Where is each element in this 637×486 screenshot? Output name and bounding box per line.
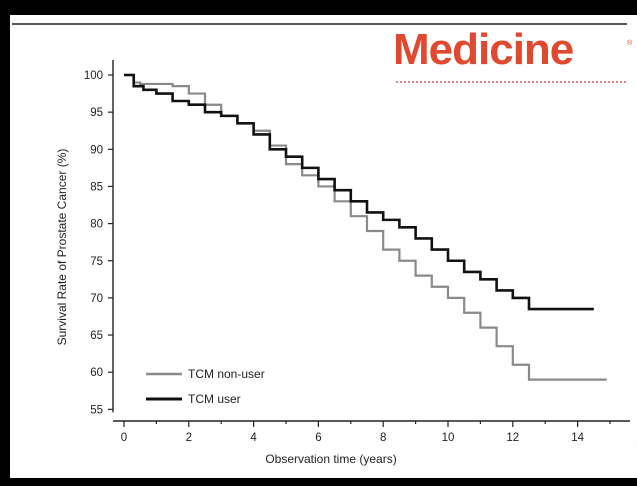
x-tick-label: 2 [186,432,192,444]
y-axis-title: Survival Rate of Prostate Cancer (%) [55,149,69,346]
header-rule [12,23,627,25]
y-tick-label: 95 [90,107,103,119]
x-tick-label: 4 [250,432,257,444]
figure-panel [10,15,637,478]
y-tick-label: 80 [90,219,103,231]
publisher-logo: Medicine [393,25,574,74]
series-line-tcm-non-user [124,73,607,381]
x-axis-title: Observation time (years) [265,452,396,466]
legend-item-tcm-non-user-label: TCM non-user [188,367,265,381]
x-tick-label: 12 [506,432,519,444]
y-tick-label: 60 [90,367,103,379]
x-tick-label: 6 [315,432,321,444]
logo-underline [396,81,626,83]
y-tick-label: 100 [84,70,103,82]
registered-mark: ® [627,40,633,47]
y-tick-label: 75 [90,256,103,268]
y-tick-label: 55 [90,404,103,416]
series-line-tcm-user [124,73,594,311]
x-tick-label: 0 [121,432,127,444]
y-tick-label: 85 [90,181,103,193]
y-tick-label: 65 [90,330,103,342]
x-tick-label: 14 [571,432,584,444]
x-tick-label: 10 [442,432,455,444]
legend-item-tcm-user-label: TCM user [188,392,241,406]
y-tick-label: 70 [90,293,103,305]
y-tick-label: 90 [90,144,103,156]
x-tick-label: 8 [380,432,386,444]
